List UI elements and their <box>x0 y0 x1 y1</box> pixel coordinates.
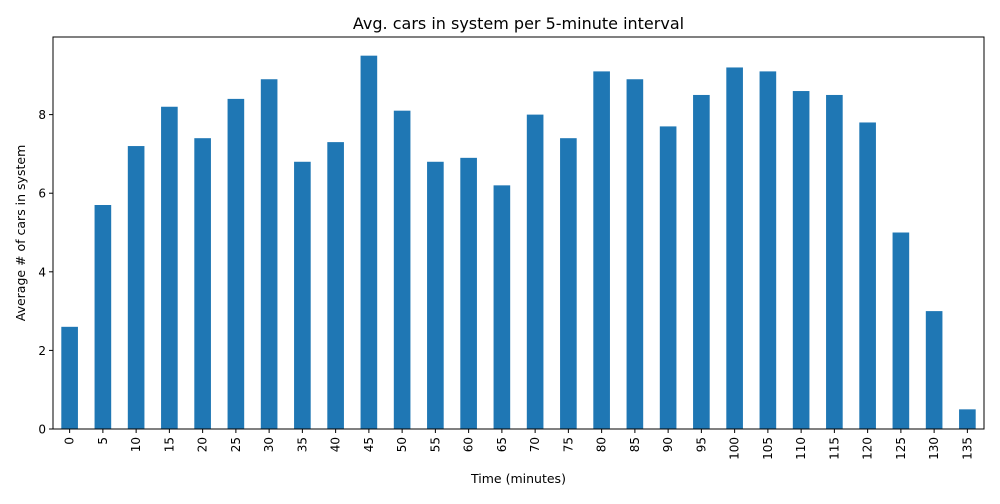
plot-frame <box>52 36 985 430</box>
x-tick-label: 25 <box>229 437 243 452</box>
y-axis-label: Average # of cars in system <box>13 145 28 322</box>
y-tick-label: 8 <box>38 108 46 122</box>
x-tick-label: 105 <box>761 437 775 460</box>
x-tick-label: 75 <box>561 437 575 452</box>
y-tick-label: 0 <box>38 423 46 437</box>
x-tick-label: 120 <box>861 437 875 460</box>
y-tick-label: 4 <box>38 265 46 279</box>
bar-55 <box>427 161 444 429</box>
bar-95 <box>693 94 710 430</box>
bar-85 <box>626 79 644 429</box>
x-tick-label: 30 <box>262 437 276 452</box>
x-tick-label: 115 <box>827 437 841 460</box>
bar-5 <box>94 205 112 429</box>
x-axis-label: Time (minutes) <box>470 471 566 486</box>
bar-30 <box>260 79 278 429</box>
x-tick-label: 125 <box>894 437 908 460</box>
x-tick-label: 20 <box>196 437 210 452</box>
x-tick-label: 110 <box>794 437 808 460</box>
y-tick-label: 2 <box>38 344 46 358</box>
bar-125 <box>892 232 910 429</box>
x-tick-label: 0 <box>63 437 77 445</box>
bar-45 <box>360 55 378 430</box>
x-ticks-group: 0 5 10 15 20 25 30 35 40 45 50 55 60 65 70 75 80 85 90 95 10… <box>63 429 974 460</box>
y-tick-label: 6 <box>38 187 46 201</box>
x-tick-label: 45 <box>362 437 376 452</box>
x-tick-label: 50 <box>395 437 409 452</box>
bar-65 <box>493 185 511 429</box>
bar-115 <box>826 94 843 430</box>
x-tick-label: 95 <box>694 437 708 452</box>
bar-60 <box>460 157 477 429</box>
bar-0 <box>61 326 78 429</box>
bar-110 <box>792 91 810 429</box>
x-tick-label: 10 <box>129 437 143 452</box>
bar-80 <box>593 71 610 429</box>
x-tick-label: 15 <box>162 437 176 452</box>
bar-75 <box>560 138 577 429</box>
x-tick-label: 80 <box>595 437 609 452</box>
bar-135 <box>959 409 976 429</box>
x-tick-label: 40 <box>329 437 343 452</box>
bar-20 <box>194 138 211 429</box>
x-tick-label: 85 <box>628 437 642 452</box>
bar-50 <box>393 110 411 430</box>
bars-group <box>61 55 976 430</box>
x-tick-label: 70 <box>528 437 542 452</box>
x-tick-label: 55 <box>428 437 442 452</box>
x-tick-label: 130 <box>927 437 941 460</box>
bar-15 <box>161 106 178 429</box>
x-tick-label: 100 <box>728 437 742 460</box>
x-tick-label: 65 <box>495 437 509 452</box>
bar-10 <box>127 146 145 430</box>
bar-25 <box>227 98 245 429</box>
bar-40 <box>327 142 344 429</box>
bar-130 <box>925 311 943 429</box>
x-tick-label: 5 <box>96 437 110 445</box>
x-tick-label: 135 <box>960 437 974 460</box>
x-tick-label: 60 <box>462 437 476 452</box>
bar-35 <box>294 161 311 429</box>
bar-120 <box>859 122 876 429</box>
bar-100 <box>726 67 743 430</box>
bar-90 <box>659 126 677 430</box>
chart-title: Avg. cars in system per 5-minute interva… <box>353 14 684 33</box>
x-tick-label: 35 <box>295 437 309 452</box>
y-ticks-group: 0 2 4 6 8 <box>38 108 53 437</box>
x-tick-label: 90 <box>661 437 675 452</box>
bar-105 <box>759 71 777 429</box>
bar-70 <box>526 114 544 430</box>
